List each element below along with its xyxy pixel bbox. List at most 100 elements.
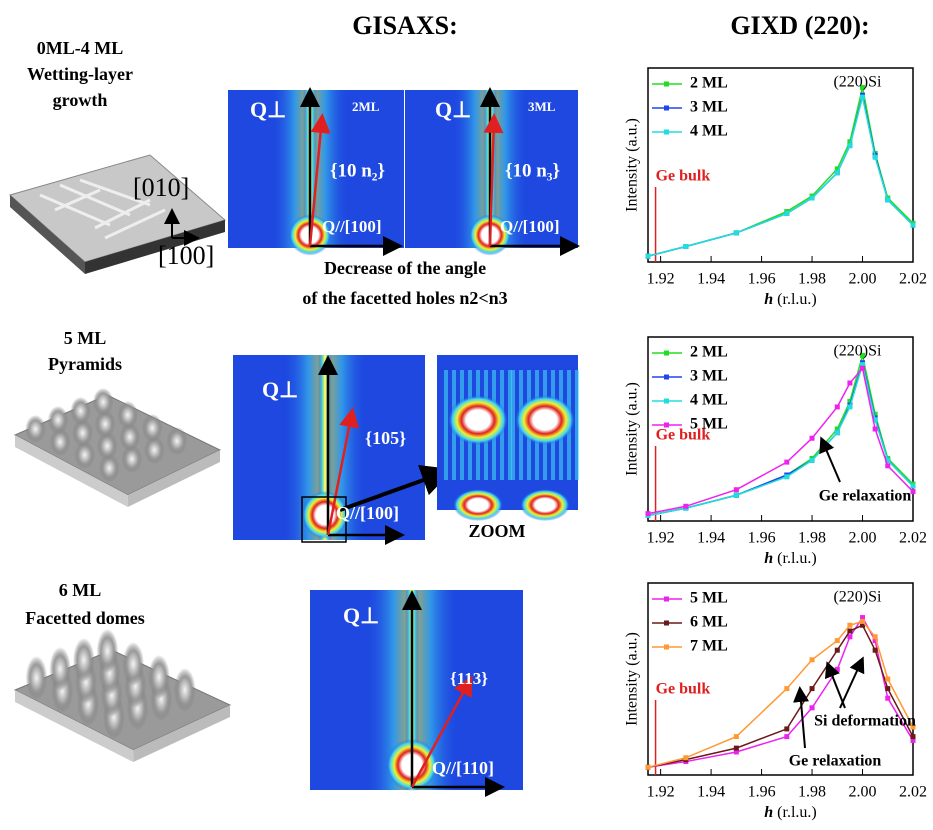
peak-label: (220)Si [833,343,882,360]
x-tick-label: 2.02 [899,271,927,288]
x-tick-label: 1.92 [647,530,675,547]
bump [47,406,69,434]
data-point [847,398,853,404]
data-point [809,657,815,663]
surface-edge [15,435,128,507]
stage-label: Facetted domes [25,608,144,628]
data-point [834,430,840,436]
data-point [860,622,866,628]
bump [92,388,114,416]
data-point [847,634,853,640]
data-point [860,94,866,100]
data-point [834,638,840,644]
data-point [860,618,866,624]
data-point [910,222,916,228]
bump [25,656,48,700]
bump [70,397,91,425]
q-perp-label: Q⊥ [262,377,298,402]
data-point [834,666,840,672]
data-point [809,457,815,463]
x-tick-label: 1.92 [647,784,675,801]
x-tick-label: 2.00 [849,530,877,547]
surface [13,649,232,751]
data-point [860,615,866,621]
legend-label: 4 ML [690,123,728,140]
data-point [733,487,739,493]
x-tick-label: 2.00 [849,784,877,801]
data-point [784,459,790,465]
legend-marker [664,422,669,428]
bump [49,647,71,691]
data-point [860,84,866,90]
x-tick-label: 1.94 [697,271,725,288]
data-point [847,628,853,634]
surface-edge [15,690,134,762]
panel-label: 3ML [528,99,556,114]
data-point [860,365,866,371]
panel-label: 2ML [352,99,380,114]
zoom-rod [575,370,579,480]
data-point [885,686,891,692]
y-axis-label: Intensity (a.u.) [624,118,641,212]
data-point [834,170,840,176]
ge-bulk-label: Ge bulk [656,427,711,444]
data-point [872,638,878,644]
zoom-spot [448,395,508,445]
data-point [834,404,840,410]
data-point [885,676,891,682]
legend-marker [664,350,669,356]
zoom-rod [444,370,448,480]
x-tick-label: 1.96 [748,784,776,801]
stage-label: Wetting-layer [27,64,133,84]
annotation: Ge relaxation [819,488,912,505]
annotation-arrow [819,436,841,483]
data-point [733,230,739,236]
legend-label: 5 ML [690,590,728,607]
x-axis-unit: (r.l.u.) [777,291,817,308]
zoom-spot [515,395,575,445]
legend-marker [664,620,669,626]
bump [96,629,119,673]
plot-frame [647,67,914,263]
x-tick-label: 2.02 [899,784,927,801]
data-point [645,764,651,770]
zoom-rod [508,370,512,480]
q-perp-label: Q⊥ [435,97,471,122]
bump [94,410,116,438]
y-axis-label: Intensity (a.u.) [624,632,641,726]
afm-image [13,629,232,762]
bump [73,638,95,682]
bump [97,432,118,460]
legend-label: 3 ML [690,99,728,116]
data-point [733,749,739,755]
x-tick-label: 1.98 [798,271,826,288]
q-par-label: Q//[100] [322,217,382,236]
data-point [872,647,878,653]
data-point [784,726,790,732]
data-point [784,686,790,692]
facet-arrow [326,407,359,536]
data-point [834,647,840,653]
data-point [910,734,916,740]
bump [49,428,71,456]
q-par-label: Q//[110] [432,758,494,778]
facet-arrow [410,675,473,788]
data-point [645,253,651,259]
legend-marker [664,644,669,650]
caption: of the facetted holes n2<n3 [302,288,507,308]
afm-image [13,388,222,507]
annotation: Si deformation [814,713,916,730]
x-tick-label: 1.94 [697,784,725,801]
legend-label: 2 ML [690,75,728,92]
surface [13,394,222,496]
annotation-arrow [793,686,810,749]
bump [72,419,93,447]
data-point [910,737,916,743]
data-point [872,426,878,432]
facet-label: {10 n₂} [330,160,385,181]
stage-label: 5 ML [64,328,107,348]
data-point [885,463,891,469]
legend-marker [664,129,669,135]
data-point [860,362,866,368]
x-axis-label: h (r.l.u.) [764,291,816,308]
